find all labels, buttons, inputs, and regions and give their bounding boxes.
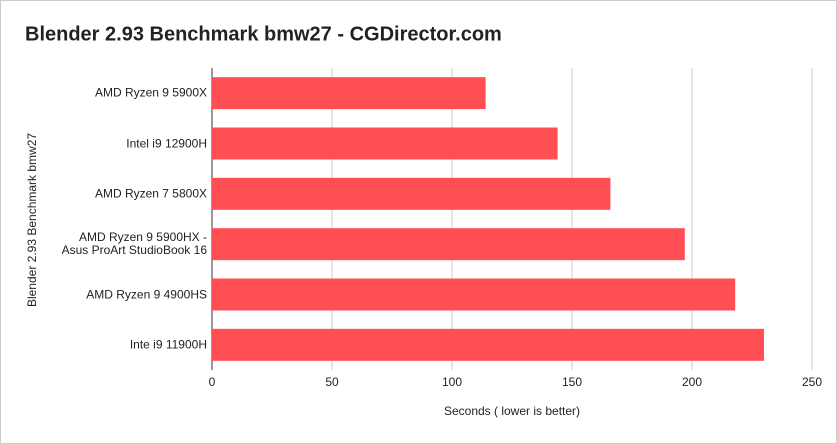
bar [212,228,685,261]
y-axis-title: Blender 2.93 Benchmark bmw27 [25,133,39,307]
y-tick-label: AMD Ryzen 7 5800X [94,186,207,201]
x-tick-label: 150 [562,375,582,389]
y-tick-label: AMD Ryzen 9 5900X [94,85,207,100]
bar [212,177,611,210]
y-tick-label: AMD Ryzen 9 5900HX - Asus ProArt StudioB… [61,230,207,258]
x-tick-label: 250 [802,375,822,389]
x-axis-title: Seconds ( lower is better) [444,404,580,418]
chart-title: Blender 2.93 Benchmark bmw27 - CGDirecto… [25,23,502,45]
x-tick-label: 100 [442,375,462,389]
y-tick-label: Inte i9 11900H [129,337,207,352]
x-tick-label: 0 [209,375,216,389]
bar [212,127,558,160]
bar [212,328,764,361]
y-tick-label: Intel i9 12900H [126,136,207,150]
x-tick-label: 200 [682,375,702,389]
bar [212,77,486,110]
bar [212,278,736,311]
y-tick-label: AMD Ryzen 9 4900HS [86,287,207,301]
x-tick-label: 50 [325,375,339,389]
